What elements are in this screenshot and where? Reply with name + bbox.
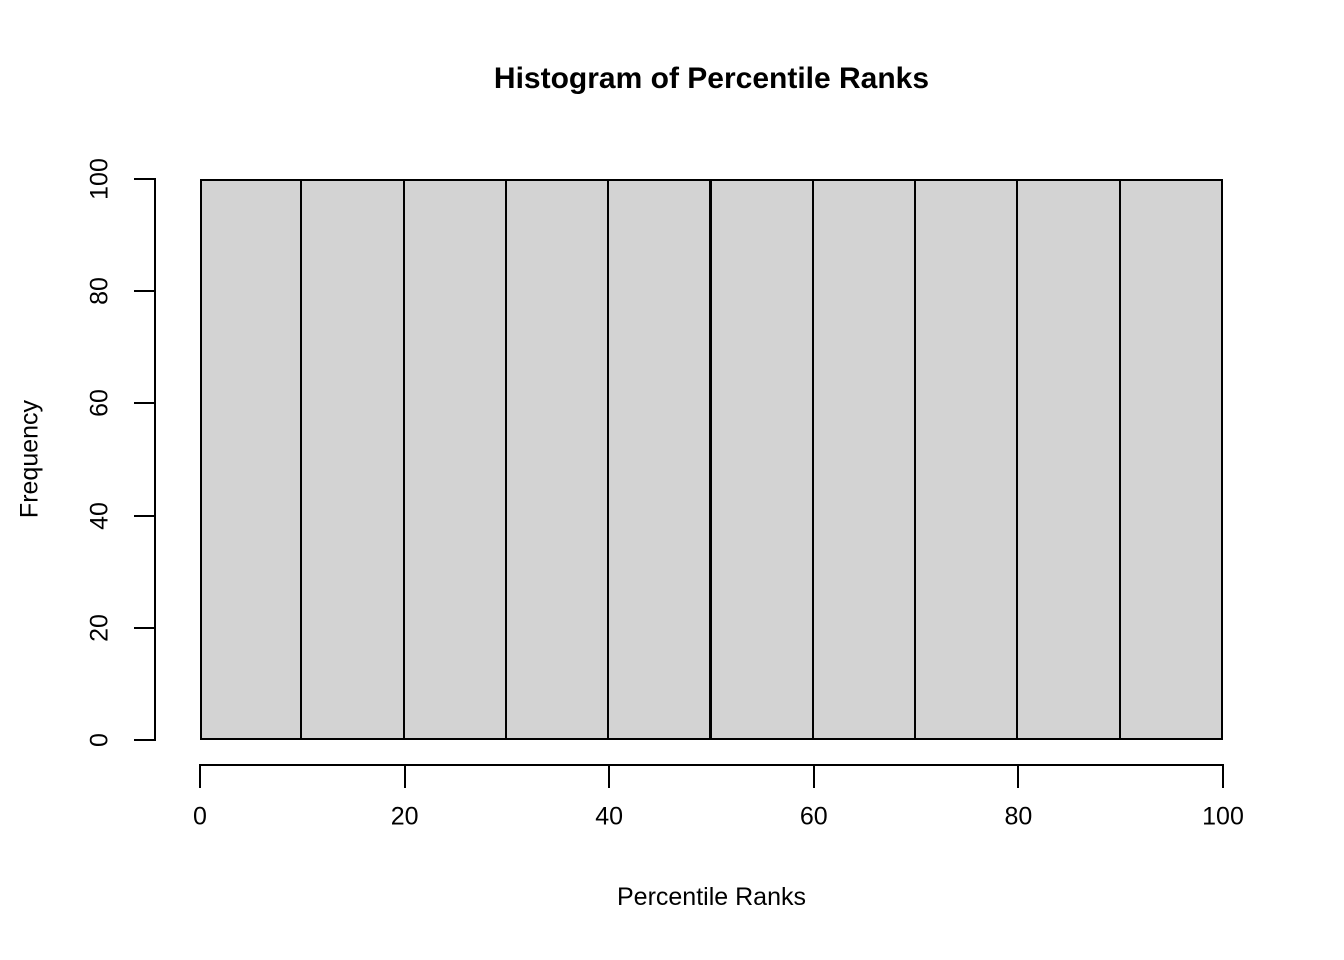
x-axis-line (199, 764, 1224, 766)
x-tick-label: 0 (193, 802, 207, 831)
x-tick-label: 100 (1202, 802, 1244, 831)
y-axis-tick (134, 739, 154, 741)
y-axis-tick (134, 290, 154, 293)
plot-area (200, 179, 1223, 740)
histogram-bar (300, 179, 405, 740)
y-axis-tick (134, 514, 154, 517)
histogram-bar (504, 179, 610, 740)
y-tick-label: 60 (85, 389, 114, 418)
x-axis-tick (1222, 766, 1224, 788)
y-axis-label: Frequency (15, 399, 44, 519)
x-axis-tick (403, 766, 406, 788)
y-axis-tick (134, 402, 154, 405)
histogram-bar (1118, 179, 1223, 740)
x-tick-label: 80 (1004, 802, 1033, 831)
histogram-bar (811, 179, 917, 740)
x-tick-label: 20 (390, 802, 419, 831)
x-axis-tick (608, 766, 611, 788)
x-axis-tick (812, 766, 815, 788)
x-axis-tick (1017, 766, 1020, 788)
histogram-bar (402, 179, 507, 740)
y-tick-label: 100 (85, 158, 114, 200)
histogram-bar (914, 179, 1019, 740)
y-tick-label: 80 (85, 277, 114, 306)
histogram-bar (200, 179, 303, 740)
x-axis-label: Percentile Ranks (617, 883, 806, 911)
x-tick-label: 60 (799, 802, 828, 831)
y-tick-label: 40 (85, 501, 114, 530)
y-axis-tick (134, 178, 154, 180)
y-axis-line (154, 178, 156, 741)
histogram-bar (607, 179, 712, 740)
y-axis-tick (134, 626, 154, 629)
y-tick-label: 20 (85, 613, 114, 642)
x-tick-label: 40 (595, 802, 624, 831)
y-tick-label: 0 (85, 733, 114, 747)
histogram-bar (709, 179, 814, 740)
x-axis-tick (199, 766, 201, 788)
histogram-bar (1016, 179, 1121, 740)
chart-title: Histogram of Percentile Ranks (493, 62, 930, 95)
